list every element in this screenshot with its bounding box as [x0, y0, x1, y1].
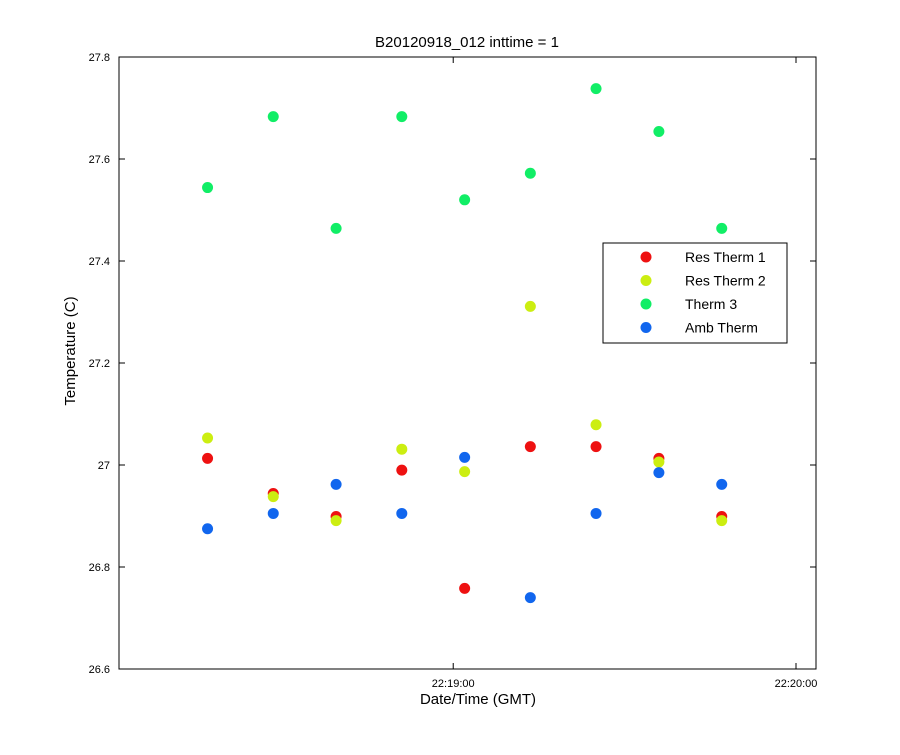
- data-point: [459, 194, 471, 206]
- x-axis-label: Date/Time (GMT): [420, 691, 536, 708]
- y-tick-label: 26.6: [89, 664, 110, 676]
- data-point: [459, 582, 471, 594]
- data-point: [396, 464, 408, 476]
- data-point: [524, 592, 536, 604]
- data-point: [202, 182, 214, 194]
- data-point: [267, 491, 279, 503]
- data-point: [524, 300, 536, 312]
- data-point: [653, 125, 665, 137]
- data-point: [590, 419, 602, 431]
- x-tick-label: 22:19:00: [432, 678, 475, 690]
- chart-title: B20120918_012 inttime = 1: [375, 34, 559, 51]
- data-point: [590, 441, 602, 453]
- data-point: [396, 507, 408, 519]
- data-point: [330, 478, 342, 490]
- y-tick-label: 27.4: [89, 256, 110, 268]
- data-point: [716, 515, 728, 527]
- data-point: [330, 222, 342, 234]
- y-tick-label: 27.8: [89, 52, 110, 64]
- data-point: [267, 111, 279, 123]
- data-point: [653, 456, 665, 468]
- data-point: [524, 441, 536, 453]
- data-point: [716, 222, 728, 234]
- data-point: [202, 523, 214, 535]
- legend-label: Res Therm 2: [685, 273, 766, 289]
- y-tick-label: 26.8: [89, 562, 110, 574]
- y-axis: 26.6 26.8 27 27.2 27.4 27.6 27.8: [89, 52, 816, 676]
- data-point: [590, 507, 602, 519]
- legend-marker: [640, 251, 652, 263]
- data-point: [202, 432, 214, 444]
- x-tick-label: 22:20:00: [775, 678, 818, 690]
- legend: Res Therm 1 Res Therm 2 Therm 3 Amb Therm: [602, 242, 788, 344]
- y-tick-label: 27.2: [89, 358, 110, 370]
- data-point: [590, 83, 602, 95]
- data-point: [267, 507, 279, 519]
- legend-marker: [640, 298, 652, 310]
- data-point: [396, 443, 408, 455]
- legend-box: [602, 242, 788, 344]
- y-axis-label: Temperature (C): [62, 296, 79, 405]
- legend-label: Res Therm 1: [685, 249, 766, 265]
- y-tick-label: 27: [98, 460, 110, 472]
- plot-area: [118, 56, 817, 670]
- data-point: [396, 111, 408, 123]
- data-point: [524, 167, 536, 179]
- legend-marker: [640, 275, 652, 286]
- data-point: [459, 466, 471, 478]
- series-res-therm-2: [202, 300, 728, 527]
- data-point: [716, 478, 728, 490]
- legend-label: Amb Therm: [685, 320, 758, 336]
- series-therm-3: [202, 83, 728, 234]
- y-tick-label: 27.6: [89, 154, 110, 166]
- data-point: [330, 515, 342, 527]
- legend-label: Therm 3: [685, 296, 737, 312]
- legend-marker: [640, 322, 652, 333]
- data-point: [459, 451, 471, 463]
- data-points: [202, 83, 728, 604]
- data-point: [202, 452, 214, 464]
- x-axis: 22:19:00 22:20:00: [432, 57, 818, 690]
- series-amb-therm: [202, 451, 728, 604]
- data-point: [653, 467, 665, 479]
